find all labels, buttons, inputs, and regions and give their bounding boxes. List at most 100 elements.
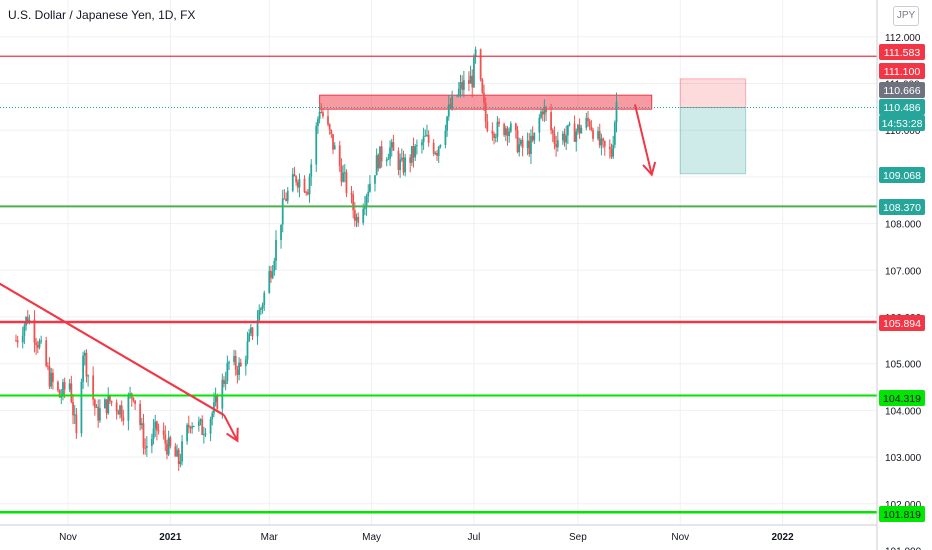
- candle-body: [164, 434, 167, 444]
- candle-body: [439, 144, 442, 147]
- candle-body: [36, 344, 39, 348]
- candle-body: [221, 379, 224, 409]
- candle-body: [374, 175, 376, 184]
- grid-lines: [0, 0, 877, 525]
- candle-body: [390, 142, 393, 148]
- candle-body: [509, 123, 512, 132]
- candle-body: [140, 423, 143, 426]
- candle-body: [410, 146, 413, 163]
- y-tick-label: 105.000: [885, 360, 922, 371]
- candle-body: [58, 390, 61, 398]
- candle-body: [234, 355, 237, 370]
- candle-body: [33, 319, 36, 343]
- candle-body: [45, 340, 48, 366]
- candle-body: [483, 92, 485, 103]
- candle-body: [296, 182, 299, 188]
- candle-body: [305, 192, 308, 194]
- candles: [15, 46, 618, 471]
- x-tick-label: May: [362, 532, 381, 543]
- candle-body: [283, 198, 286, 200]
- candle-body: [57, 381, 59, 391]
- x-tick-label: Nov: [671, 532, 689, 543]
- candle-body: [516, 130, 519, 153]
- candle-body: [338, 145, 341, 167]
- candle-body: [343, 172, 346, 174]
- candle-body: [48, 366, 51, 387]
- candle-body: [122, 417, 125, 421]
- candle-body: [98, 408, 101, 421]
- candle-body: [186, 424, 188, 442]
- price-label-bg: [879, 115, 925, 131]
- horizontal-levels: [0, 55, 877, 514]
- candle-body: [610, 148, 613, 157]
- candle-body: [600, 138, 603, 146]
- candle-body: [87, 375, 90, 377]
- price-label-bg: [879, 99, 925, 115]
- candle-body: [213, 402, 215, 414]
- price-label: 110.666: [883, 85, 920, 97]
- candle-body: [456, 95, 459, 97]
- candle-body: [328, 124, 331, 131]
- candle-body: [404, 157, 407, 173]
- candle-body: [436, 152, 438, 156]
- candle-body: [145, 445, 148, 448]
- candle-body: [271, 271, 274, 279]
- candle-body: [244, 359, 247, 367]
- candle-body: [494, 136, 497, 138]
- candle-body: [543, 107, 546, 115]
- candle-body: [426, 134, 428, 136]
- candle-body: [72, 401, 74, 416]
- candle-body: [526, 140, 529, 149]
- candle-body: [473, 56, 475, 88]
- candle-body: [104, 399, 106, 409]
- candle-body: [286, 190, 289, 201]
- candle-body: [528, 140, 531, 154]
- candle-body: [52, 372, 54, 382]
- candle-body: [209, 418, 212, 434]
- candle-body: [285, 198, 287, 201]
- candle-body: [120, 405, 123, 418]
- candle-body: [449, 104, 452, 109]
- candle-body: [362, 208, 365, 223]
- candle-body: [181, 441, 183, 462]
- candle-body: [154, 421, 157, 429]
- candle-body: [315, 125, 318, 165]
- candle-body: [469, 75, 472, 84]
- price-label: 111.100: [884, 66, 921, 78]
- candle-body: [16, 340, 19, 343]
- candle-body: [585, 117, 588, 128]
- candle-body: [109, 395, 111, 402]
- price-label: 105.894: [883, 318, 921, 330]
- candle-body: [105, 399, 108, 414]
- candle-body: [256, 320, 259, 337]
- candle-body: [93, 399, 96, 408]
- candle-body: [602, 138, 604, 141]
- candle-body: [530, 135, 532, 154]
- candle-body: [412, 146, 415, 158]
- candle-body: [174, 446, 177, 457]
- candle-body: [575, 131, 578, 142]
- candle-body: [400, 157, 403, 160]
- candle-body: [553, 133, 556, 144]
- candle-body: [95, 406, 98, 408]
- candle-body: [150, 438, 153, 446]
- candle-body: [179, 461, 182, 465]
- arrow-shaft: [223, 414, 239, 442]
- candle-body: [422, 136, 425, 143]
- candle-body: [580, 127, 583, 134]
- candle-body: [434, 152, 437, 154]
- candle-body: [471, 75, 474, 88]
- candle-body: [392, 142, 395, 151]
- x-tick-label: Nov: [59, 532, 77, 543]
- candle-body: [214, 395, 217, 403]
- price-label-bg: [879, 82, 925, 98]
- candle-body: [191, 426, 194, 429]
- candle-body: [50, 372, 53, 387]
- candle-body: [414, 146, 417, 158]
- candle-body: [320, 111, 323, 113]
- currency-button[interactable]: JPY: [893, 6, 919, 26]
- candle-body: [491, 130, 494, 134]
- candle-body: [561, 133, 564, 141]
- candle-body: [21, 335, 24, 343]
- candle-body: [239, 362, 242, 367]
